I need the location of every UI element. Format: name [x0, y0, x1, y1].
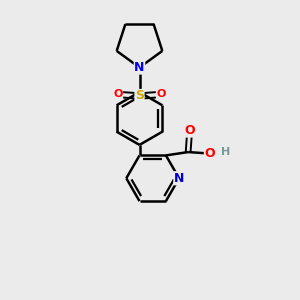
Text: H: H — [221, 147, 230, 157]
Text: O: O — [204, 147, 215, 160]
Text: O: O — [184, 124, 195, 137]
Text: O: O — [156, 89, 166, 100]
Text: O: O — [113, 89, 123, 100]
Text: N: N — [174, 172, 184, 185]
Text: S: S — [135, 89, 144, 103]
Text: N: N — [134, 61, 145, 74]
